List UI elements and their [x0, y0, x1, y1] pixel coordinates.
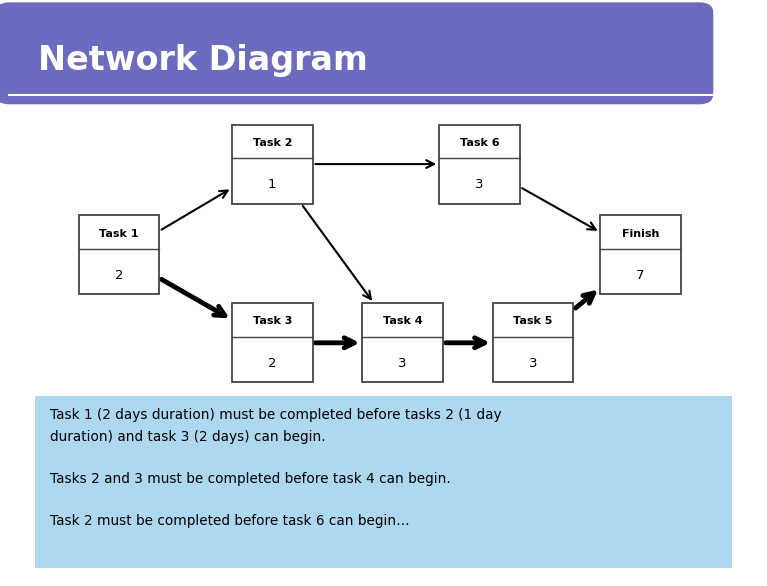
- Text: 1: 1: [268, 178, 277, 191]
- Text: 3: 3: [475, 178, 484, 191]
- Text: Task 4: Task 4: [383, 316, 423, 326]
- Text: Task 5: Task 5: [513, 316, 553, 326]
- Text: 3: 3: [398, 357, 407, 370]
- Text: 2: 2: [114, 269, 123, 282]
- FancyBboxPatch shape: [79, 216, 160, 295]
- FancyBboxPatch shape: [439, 125, 520, 204]
- FancyBboxPatch shape: [600, 216, 681, 295]
- FancyBboxPatch shape: [9, 59, 700, 94]
- Text: Task 1 (2 days duration) must be completed before tasks 2 (1 day
duration) and t: Task 1 (2 days duration) must be complet…: [50, 408, 502, 528]
- Text: Network Diagram: Network Diagram: [38, 45, 368, 77]
- FancyBboxPatch shape: [0, 2, 713, 104]
- FancyBboxPatch shape: [492, 304, 573, 383]
- Text: 3: 3: [528, 357, 538, 370]
- FancyBboxPatch shape: [35, 396, 732, 568]
- Text: Task 2: Task 2: [252, 138, 292, 148]
- Text: Finish: Finish: [622, 229, 659, 239]
- Text: Task 1: Task 1: [99, 229, 139, 239]
- FancyBboxPatch shape: [0, 0, 767, 586]
- Text: Task 6: Task 6: [459, 138, 499, 148]
- Text: Task 3: Task 3: [252, 316, 292, 326]
- FancyBboxPatch shape: [232, 304, 312, 383]
- Text: 2: 2: [268, 357, 277, 370]
- FancyBboxPatch shape: [363, 304, 443, 383]
- Text: 7: 7: [636, 269, 645, 282]
- FancyBboxPatch shape: [232, 125, 312, 204]
